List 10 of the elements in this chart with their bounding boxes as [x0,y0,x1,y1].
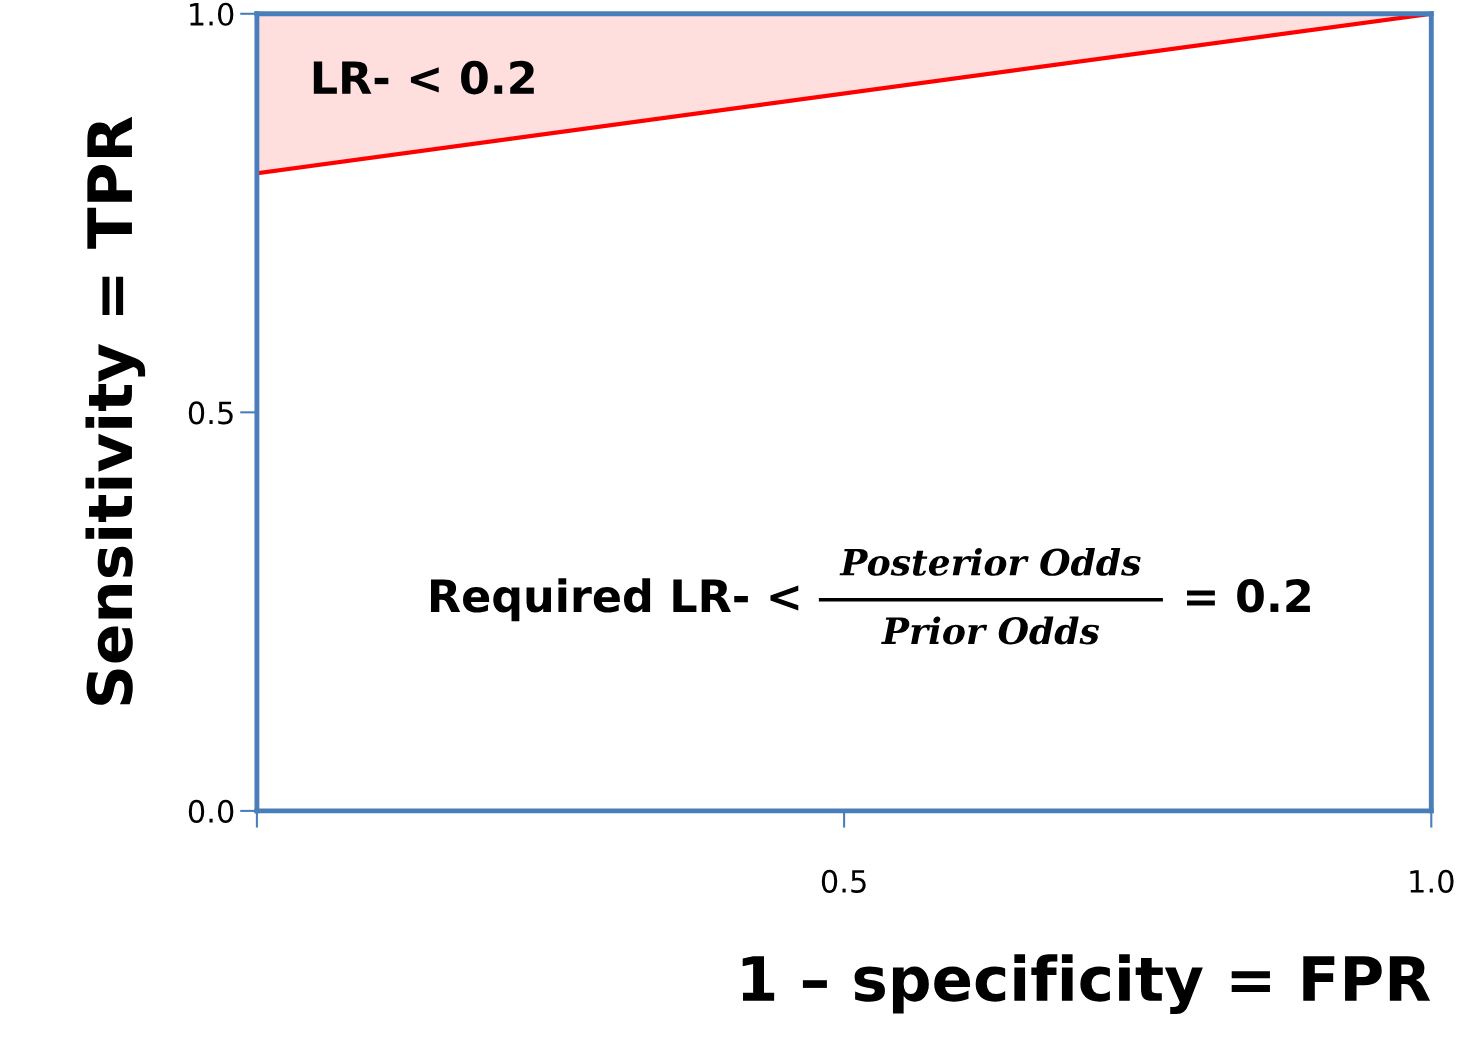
annotation: Required LR- < [430,578,799,622]
annotation: LR- < 0.2 [313,60,534,95]
annotation: Prior Odds [881,616,1100,645]
annotation: Posterior Odds [839,547,1141,576]
y-tick-label: 1.0 [190,2,234,26]
y-axis-title: Sensitivity = TPR [85,116,146,705]
y-tick-label: 0.0 [188,799,234,823]
x-axis-title: 1 – specificity = FPR [742,954,1431,1014]
y-tick-label: 0.5 [188,401,233,425]
annotation: = 0.2 [1187,578,1310,613]
